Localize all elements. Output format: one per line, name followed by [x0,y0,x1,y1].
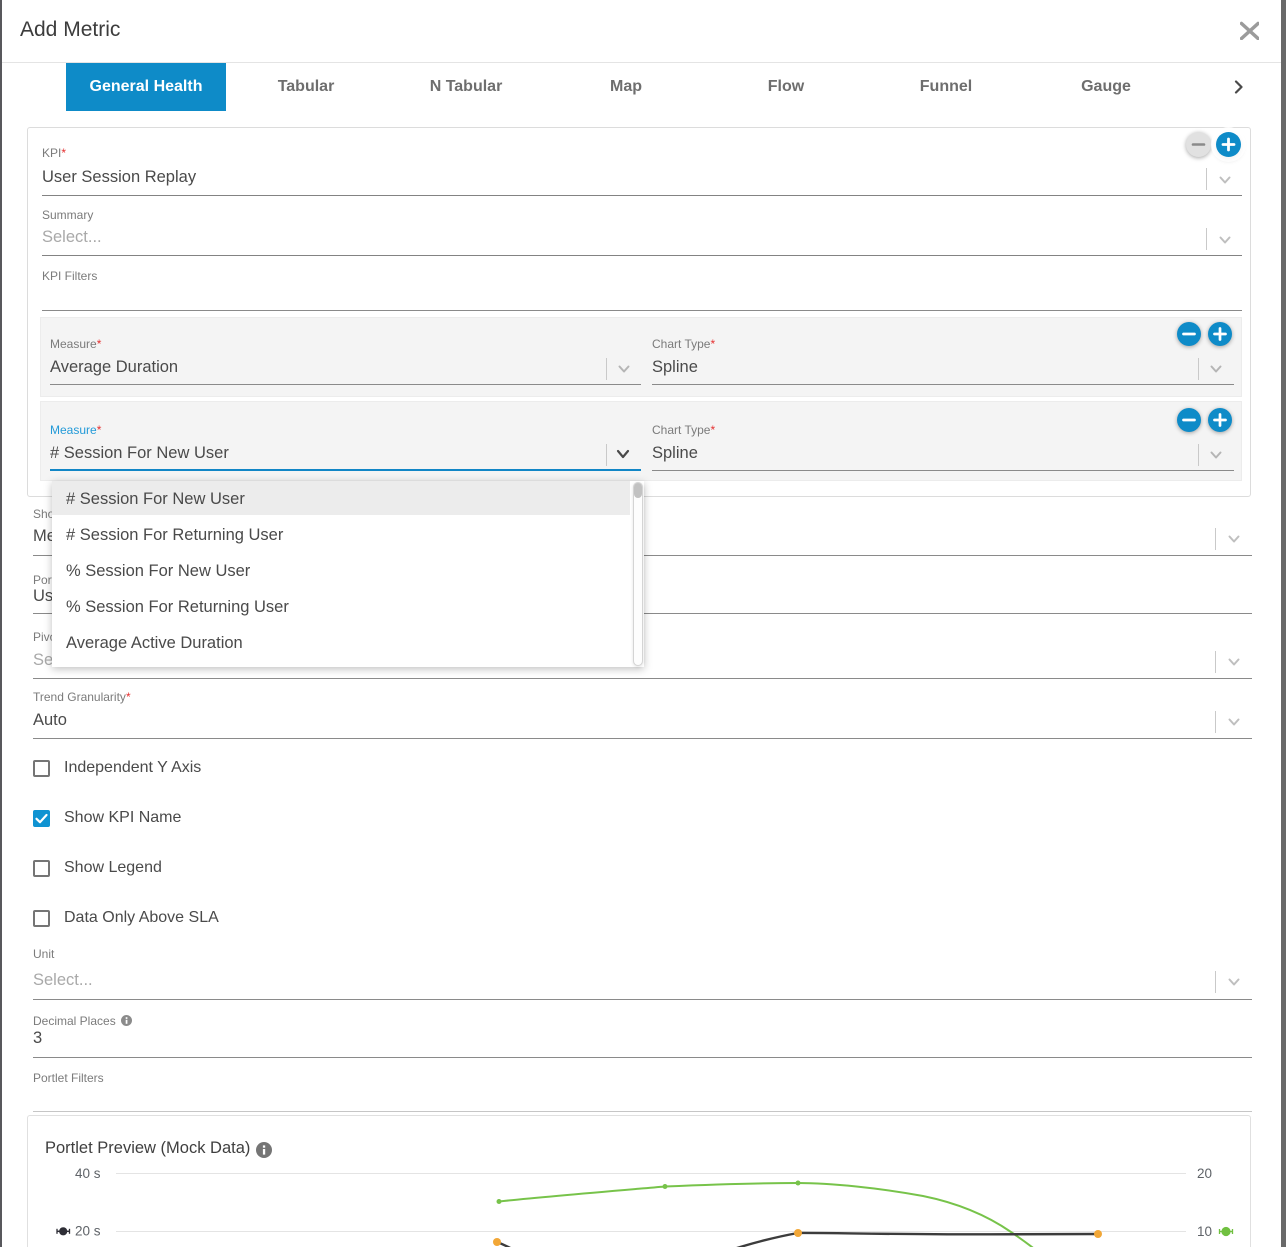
svg-text:20: 20 [1197,1166,1212,1181]
svg-text:40 s: 40 s [75,1166,101,1181]
svg-text:10: 10 [1197,1224,1212,1239]
svg-text:20 s: 20 s [75,1223,101,1238]
